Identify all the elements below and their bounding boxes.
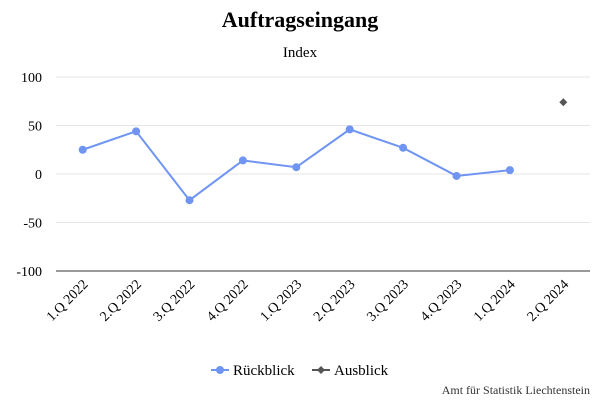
y-tick-label: 50 — [28, 120, 42, 135]
legend-label-rueckblick: Rückblick — [233, 363, 295, 379]
x-tick-label: 2.Q 2022 — [97, 277, 144, 324]
legend-item-rueckblick[interactable]: Rückblick — [211, 363, 295, 379]
y-axis-ticks: 100 50 0 -50 -100 — [16, 71, 42, 280]
series — [78, 98, 568, 205]
x-tick-label: 2.Q 2023 — [311, 277, 358, 324]
data-point[interactable] — [399, 143, 408, 152]
data-point[interactable] — [452, 171, 461, 180]
y-tick-label: -100 — [16, 265, 42, 280]
x-tick-label: 4.Q 2023 — [418, 277, 465, 324]
data-point[interactable] — [132, 127, 141, 136]
y-tick-label: 0 — [35, 168, 42, 183]
legend-marker-rueckblick — [216, 366, 224, 374]
data-point[interactable] — [185, 196, 194, 205]
legend: Rückblick Ausblick — [211, 363, 389, 379]
x-tick-label: 3.Q 2022 — [151, 277, 198, 324]
data-point[interactable] — [505, 166, 514, 175]
y-tick-label: -50 — [23, 217, 42, 232]
x-tick-label: 2.Q 2024 — [525, 277, 572, 324]
gridlines — [56, 76, 590, 223]
x-axis-ticks: 1.Q 2022 2.Q 2022 3.Q 2022 4.Q 2022 1.Q 2023… — [44, 277, 572, 324]
legend-marker-ausblick — [317, 366, 325, 374]
chart-title: Auftragseingang — [222, 7, 378, 32]
data-point[interactable] — [292, 163, 301, 172]
credit-text: Amt für Statistik Liechtenstein — [442, 383, 590, 397]
legend-label-ausblick: Ausblick — [334, 363, 389, 379]
x-tick-label: 4.Q 2022 — [204, 277, 251, 324]
chart-subtitle: Index — [283, 45, 318, 61]
x-tick-label: 1.Q 2024 — [471, 277, 518, 324]
data-point[interactable] — [78, 145, 87, 154]
data-point[interactable] — [559, 98, 568, 107]
legend-item-ausblick[interactable]: Ausblick — [312, 363, 389, 379]
x-tick-label: 1.Q 2023 — [258, 277, 305, 324]
data-point[interactable] — [238, 156, 247, 165]
x-tick-label: 1.Q 2022 — [44, 277, 91, 324]
data-point[interactable] — [345, 125, 354, 134]
x-tick-label: 3.Q 2023 — [364, 277, 411, 324]
y-tick-label: 100 — [21, 71, 42, 86]
